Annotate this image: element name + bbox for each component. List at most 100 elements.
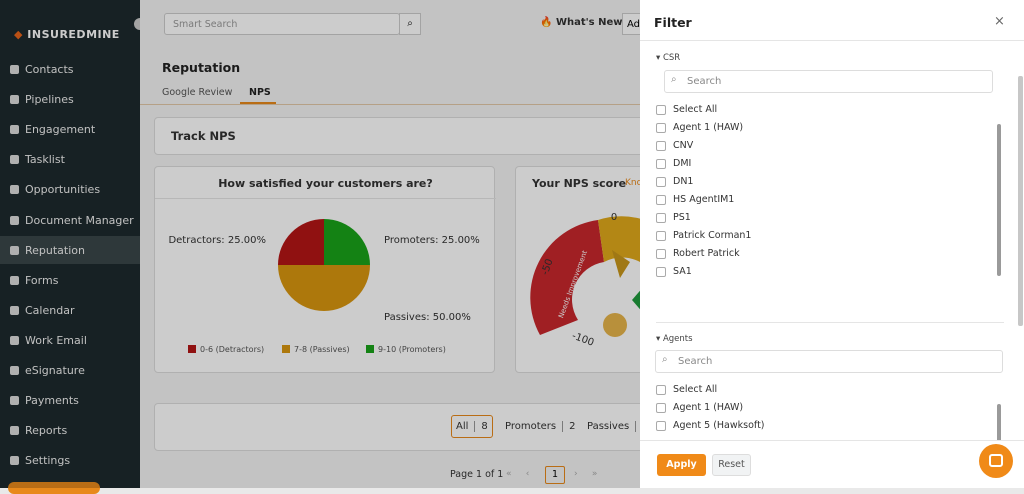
filter-chip[interactable]: Promoters 2: [501, 415, 580, 438]
apply-button[interactable]: Apply: [657, 454, 706, 476]
checkbox[interactable]: [656, 248, 666, 259]
slice-label: Promoters: 25.00%: [384, 235, 480, 246]
option-label: Select All: [673, 104, 718, 115]
nav-item[interactable]: Document Manager: [10, 214, 134, 227]
checkbox[interactable]: [656, 194, 666, 205]
filters-bar: [154, 403, 654, 451]
option[interactable]: HS AgentIM1: [656, 194, 734, 205]
tab-divider: [140, 104, 640, 105]
agents-heading[interactable]: ▾ Agents: [656, 334, 693, 344]
pager-first[interactable]: « ‹: [506, 469, 530, 479]
nav-icon: [10, 125, 19, 135]
option[interactable]: SA1: [656, 266, 692, 277]
option-label: HS AgentIM1: [673, 194, 735, 205]
checkbox[interactable]: [656, 266, 666, 277]
legend-label: 9-10 (Promoters): [378, 345, 446, 354]
agents-search[interactable]: Search: [655, 350, 1003, 373]
option[interactable]: Agent 1 (HAW): [656, 402, 743, 413]
close-button[interactable]: ×: [994, 14, 1005, 29]
option[interactable]: CNV: [656, 140, 693, 151]
chat-button[interactable]: [979, 444, 1013, 478]
option[interactable]: DN1: [656, 176, 693, 187]
nav-item[interactable]: Pipelines: [10, 93, 74, 106]
nav-item[interactable]: Forms: [10, 274, 58, 287]
reset-button[interactable]: Reset: [712, 454, 751, 476]
option[interactable]: Select All: [656, 104, 717, 115]
nav-item[interactable]: Opportunities: [10, 183, 100, 196]
nav-item[interactable]: Engagement: [10, 123, 95, 136]
checkbox[interactable]: [656, 176, 666, 187]
option-label: Select All: [673, 384, 718, 395]
nav-icon: [10, 215, 19, 225]
checkbox[interactable]: [656, 212, 666, 223]
filter-chip[interactable]: All 8: [451, 415, 493, 438]
gauge-label: 0: [611, 212, 617, 223]
nav-label: Pipelines: [25, 93, 74, 107]
option-label: DMI: [673, 158, 692, 169]
page-title: Reputation: [162, 60, 241, 75]
checkbox[interactable]: [656, 122, 666, 133]
option[interactable]: Agent 1 (HAW): [656, 122, 743, 133]
nav-item[interactable]: Payments: [10, 394, 79, 407]
pager-current[interactable]: 1: [545, 466, 565, 484]
charts: 0 -50 -100 Needs Improvement 0 Promoters…: [168, 212, 640, 354]
tab-underline: [240, 102, 276, 104]
nav-item[interactable]: eSignature: [10, 364, 85, 377]
chip-count: 8: [474, 421, 488, 432]
pager-last[interactable]: › »: [574, 469, 598, 479]
checkbox[interactable]: [656, 140, 666, 151]
option-label: DN1: [673, 176, 694, 187]
search-button[interactable]: ⌕: [399, 13, 421, 35]
nav-label: Document Manager: [25, 213, 134, 227]
option[interactable]: Select All: [656, 384, 717, 395]
csr-heading[interactable]: ▾ CSR: [656, 53, 681, 63]
nav-item[interactable]: Reports: [10, 424, 67, 437]
smart-search[interactable]: Smart Search: [164, 13, 400, 35]
section-title: Track NPS: [171, 129, 236, 143]
nav-label: Reputation: [25, 243, 85, 257]
nav-item[interactable]: Tasklist: [10, 153, 65, 166]
nav-item[interactable]: Settings: [10, 454, 70, 467]
checkbox[interactable]: [656, 402, 666, 413]
nav-item[interactable]: Reputation: [10, 244, 85, 257]
agents-scrollbar[interactable]: [997, 404, 1001, 442]
nav-item[interactable]: Contacts: [10, 63, 74, 76]
nav-item[interactable]: Work Email: [10, 334, 87, 347]
panel-scrollbar[interactable]: [1018, 76, 1023, 326]
nav-icon: [10, 366, 19, 375]
nav-icon: [10, 335, 19, 345]
tab[interactable]: Google Review: [162, 87, 233, 98]
option[interactable]: DMI: [656, 158, 691, 169]
nav-icon: [10, 65, 19, 74]
option[interactable]: PS1: [656, 212, 691, 223]
modal-overlay[interactable]: [0, 0, 640, 488]
checkbox[interactable]: [656, 230, 666, 241]
option[interactable]: Agent 5 (Hawksoft): [656, 420, 765, 431]
gauge-red: [530, 220, 604, 335]
checkbox[interactable]: [656, 104, 666, 115]
tab-active[interactable]: NPS: [249, 87, 271, 98]
nav-icon: [10, 245, 19, 255]
nav-icon: [10, 155, 19, 165]
search-icon: ⌕: [662, 354, 668, 365]
chat-icon: [989, 454, 1003, 467]
csr-scrollbar[interactable]: [997, 124, 1001, 276]
nav-label: Opportunities: [25, 183, 101, 197]
checkbox[interactable]: [656, 420, 666, 431]
option-label: CNV: [673, 140, 694, 151]
nps-link[interactable]: Kno: [625, 178, 643, 188]
nav-label: Payments: [25, 394, 79, 408]
csr-heading-text: CSR: [662, 53, 681, 63]
option[interactable]: Robert Patrick: [656, 248, 740, 259]
checkbox[interactable]: [656, 158, 666, 169]
csr-search[interactable]: Search: [664, 70, 993, 93]
option[interactable]: Patrick Corman1: [656, 230, 751, 241]
chip-label: Promoters: [505, 421, 557, 432]
gauge-score: 0: [610, 277, 618, 292]
section-card: Track NPS: [154, 117, 654, 155]
whats-new[interactable]: 🔥 What's New: [540, 17, 623, 28]
nav-item[interactable]: Calendar: [10, 304, 74, 317]
checkbox[interactable]: [656, 384, 666, 395]
search-icon: ⌕: [671, 74, 677, 85]
